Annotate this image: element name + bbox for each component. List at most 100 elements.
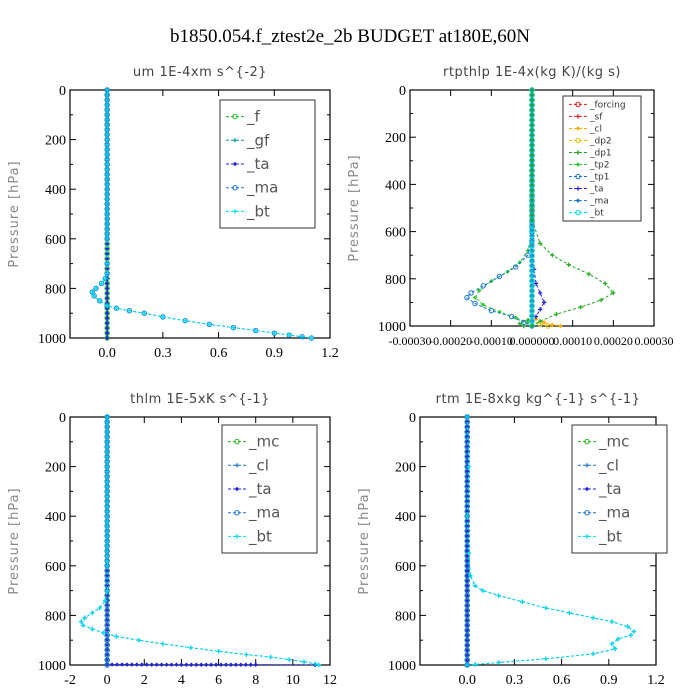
data-point: [104, 642, 110, 648]
data-point: [194, 662, 199, 667]
data-point: [104, 187, 110, 192]
data-point: [464, 483, 470, 490]
legend-item: _mc: [578, 433, 629, 452]
data-point: [578, 304, 583, 310]
data-point: [529, 308, 535, 314]
data-point: [216, 649, 221, 654]
panel-title: rtm 1E-8xkg kg^{-1} s^{-1}: [436, 392, 641, 407]
data-point: [104, 499, 110, 504]
data-point: [228, 662, 234, 667]
data-point: [104, 231, 110, 237]
data-point: [465, 514, 470, 519]
data-point: [272, 330, 277, 336]
data-point: [517, 260, 522, 265]
x-tick-label: 6: [215, 673, 222, 688]
data-point: [584, 534, 590, 539]
data-point: [488, 307, 495, 314]
x-tick-label: 10: [286, 673, 300, 688]
data-point: [104, 87, 110, 93]
data-point: [465, 509, 470, 514]
data-point: [104, 311, 110, 316]
data-point: [465, 608, 470, 613]
data-point: [465, 573, 470, 578]
series-ma: [464, 414, 470, 668]
data-point: [529, 212, 535, 218]
data-point: [312, 661, 318, 666]
series-line: [531, 90, 561, 327]
data-point: [584, 438, 590, 445]
chart-panel-4: rtm 1E-8xkg kg^{-1} s^{-1} Pressure [hPa]…: [357, 392, 668, 688]
legend-item: _ta: [228, 480, 272, 499]
data-point: [159, 662, 164, 667]
data-point: [104, 251, 110, 256]
y-tick-label: 600: [385, 226, 406, 241]
data-point: [104, 454, 110, 459]
legend-label: _cl: [589, 124, 602, 134]
data-point: [78, 619, 84, 624]
legend-item: _dp1: [569, 148, 612, 158]
data-point: [90, 610, 95, 616]
data-point: [142, 311, 147, 316]
data-point: [104, 201, 110, 207]
series-line: [474, 90, 533, 327]
data-point: [104, 325, 110, 331]
data-point: [184, 662, 189, 667]
data-point: [464, 652, 470, 658]
data-point: [182, 318, 188, 323]
y-tick-label: 0: [59, 411, 66, 426]
legend-item: _ma: [578, 504, 630, 523]
data-point: [114, 306, 119, 311]
data-point: [104, 241, 110, 246]
data-point: [104, 509, 110, 514]
data-point: [464, 587, 470, 594]
data-point: [104, 177, 110, 182]
data-point: [104, 548, 110, 554]
y-tick-label: 400: [45, 510, 66, 525]
data-point: [464, 637, 470, 643]
legend-label: _tp2: [589, 161, 609, 171]
panel-title: thlm 1E-5xK s^{-1}: [130, 392, 270, 407]
data-point: [496, 593, 501, 598]
data-point: [465, 642, 470, 648]
data-point: [465, 578, 470, 583]
x-tick-label: -0.00030: [389, 334, 432, 348]
data-point: [464, 647, 470, 653]
data-point: [465, 494, 470, 499]
data-point: [114, 662, 120, 667]
data-point: [104, 632, 110, 638]
data-point: [542, 300, 547, 305]
x-tick-label: 4: [178, 673, 185, 688]
y-axis-label: Pressure [hPa]: [7, 487, 22, 594]
legend-label: _sf: [589, 112, 603, 122]
data-point: [529, 102, 535, 108]
data-point: [464, 657, 470, 663]
data-point: [104, 414, 110, 420]
data-point: [529, 242, 535, 249]
data-point: [124, 662, 130, 667]
data-point: [464, 592, 470, 599]
data-point: [566, 262, 571, 267]
data-point: [286, 332, 292, 338]
x-tick-label: 0.00020: [594, 334, 633, 348]
data-point: [91, 293, 97, 299]
data-point: [603, 281, 608, 286]
data-point: [480, 588, 486, 593]
x-tick-label: 0.00030: [635, 334, 674, 348]
y-tick-label: 600: [395, 560, 416, 575]
legend-label: _cl: [248, 456, 269, 475]
data-point: [554, 312, 559, 317]
x-tick-label: 0.3: [506, 673, 524, 688]
data-point: [529, 268, 535, 274]
data-point: [104, 266, 110, 271]
data-point: [529, 162, 535, 168]
x-tick-label: 0.9: [600, 673, 618, 688]
data-point: [529, 177, 535, 183]
data-point: [529, 122, 535, 128]
data-point: [232, 161, 238, 167]
data-point: [537, 307, 543, 312]
data-point: [104, 152, 110, 157]
data-point: [82, 615, 88, 621]
data-point: [529, 273, 535, 279]
data-point: [465, 603, 470, 608]
legend-item: _sf: [569, 112, 603, 122]
